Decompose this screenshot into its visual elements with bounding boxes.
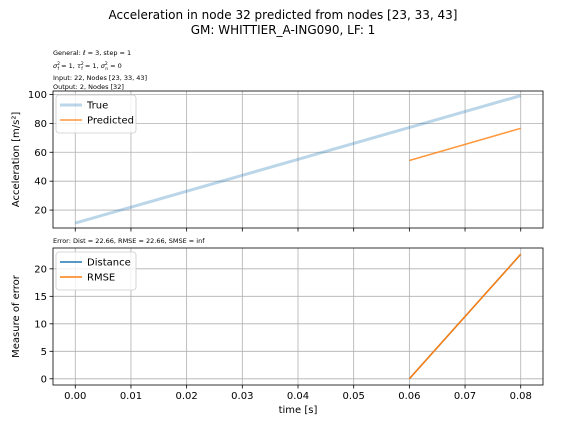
accel-series-predicted-line [409, 127, 521, 162]
error-xtick-label-2: 0.02 [176, 391, 198, 402]
accel-series-true-line [74, 94, 522, 225]
error-xtick-label-1: 0.01 [120, 391, 142, 402]
info-output: Output: 2, Nodes [32] [53, 83, 124, 91]
accel-ytick-label-1: 40 [34, 177, 47, 188]
figure-title-line1: Acceleration in node 32 predicted from n… [109, 8, 458, 22]
acceleration-axes: 20 40 60 80 100 Acceleration [m/s²] True Predic… [11, 90, 544, 232]
error-axes: 0.00 0.01 0.02 0.03 0.04 0.05 0.06 0.07 0.08 0 5 10… [11, 247, 544, 416]
figure-title-line2: GM: WHITTIER_A-ING090, LF: 1 [191, 23, 376, 37]
error-series-rmse-line [408, 253, 522, 380]
accel-legend-label-predicted: Predicted [87, 116, 134, 127]
error-xtick-label-7: 0.07 [454, 391, 476, 402]
info-general: General: ℓ = 3, step = 1 [53, 49, 131, 57]
error-xtick-label-5: 0.05 [343, 391, 365, 402]
error-summary: Error: Dist = 22.66, RMSE = 22.66, SMSE … [53, 237, 205, 245]
error-legend-label-distance: Distance [87, 258, 131, 269]
accel-legend-box [55, 94, 137, 134]
error-ytick-label-1: 5 [41, 347, 47, 358]
error-xlabel: time [s] [279, 405, 318, 416]
accel-ytick-label-3: 80 [34, 119, 47, 130]
error-ylabel: Measure of error [11, 274, 22, 358]
accel-ylabel: Acceleration [m/s²] [11, 112, 22, 208]
accel-ytick-label-0: 20 [34, 206, 47, 217]
accel-ytick-label-4: 100 [28, 90, 47, 101]
error-ytick-label-0: 0 [41, 374, 47, 385]
error-legend-label-rmse: RMSE [87, 273, 115, 284]
error-ytick-label-4: 20 [34, 264, 47, 275]
error-xtick-label-6: 0.06 [398, 391, 420, 402]
info-variances: σ2 f = 1, τ2 f = 1, σ2 n = 0 [53, 61, 122, 72]
error-xtick-label-3: 0.03 [231, 391, 253, 402]
error-ytick-label-3: 15 [34, 292, 47, 303]
error-ytick-label-2: 10 [34, 319, 47, 330]
error-xtick-label-4: 0.04 [287, 391, 309, 402]
error-xtick-label-0: 0.00 [64, 391, 86, 402]
accel-ytick-label-2: 60 [34, 148, 47, 159]
accel-legend-label-true: True [86, 101, 108, 112]
error-xtick-label-8: 0.08 [510, 391, 532, 402]
info-input: Input: 22, Nodes [23, 33, 43] [53, 74, 147, 82]
